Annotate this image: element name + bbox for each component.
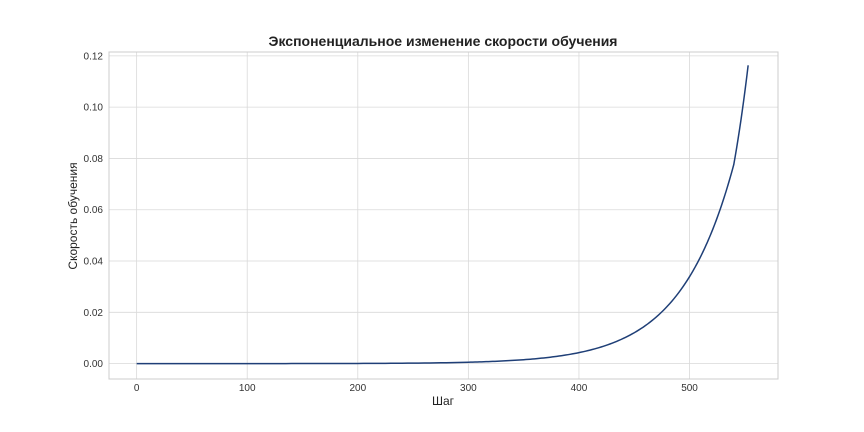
y-gridlines bbox=[109, 55, 778, 365]
x-tick-label: 300 bbox=[460, 383, 477, 394]
plot-frame bbox=[108, 51, 779, 380]
plot-background bbox=[109, 52, 778, 379]
y-tick-label: 0.12 bbox=[84, 51, 104, 62]
x-tick-label: 0 bbox=[134, 383, 140, 394]
x-tick-label: 100 bbox=[239, 383, 256, 394]
x-gridlines bbox=[136, 52, 690, 379]
x-tick-label: 200 bbox=[349, 383, 366, 394]
learning-rate-line bbox=[136, 65, 749, 365]
y-tick-label: 0.02 bbox=[84, 308, 104, 319]
y-tick-label: 0.00 bbox=[84, 359, 104, 370]
y-tick-labels: 0.00 0.02 0.04 0.06 0.08 0.10 0.12 bbox=[84, 51, 104, 370]
y-tick-label: 0.06 bbox=[84, 205, 104, 216]
chart-title: Экспоненциальное изменение скорости обуч… bbox=[269, 33, 618, 49]
y-axis-label: Скорость обучения bbox=[66, 162, 80, 269]
y-tick-label: 0.08 bbox=[84, 154, 104, 165]
y-tick-label: 0.04 bbox=[84, 257, 104, 268]
x-tick-label: 400 bbox=[571, 383, 588, 394]
series-layer bbox=[136, 65, 749, 365]
x-tick-labels: 0 100 200 300 400 500 bbox=[134, 383, 698, 394]
x-axis-label: Шаг bbox=[432, 394, 455, 408]
y-tick-label: 0.10 bbox=[84, 103, 104, 114]
x-tick-label: 500 bbox=[681, 383, 698, 394]
